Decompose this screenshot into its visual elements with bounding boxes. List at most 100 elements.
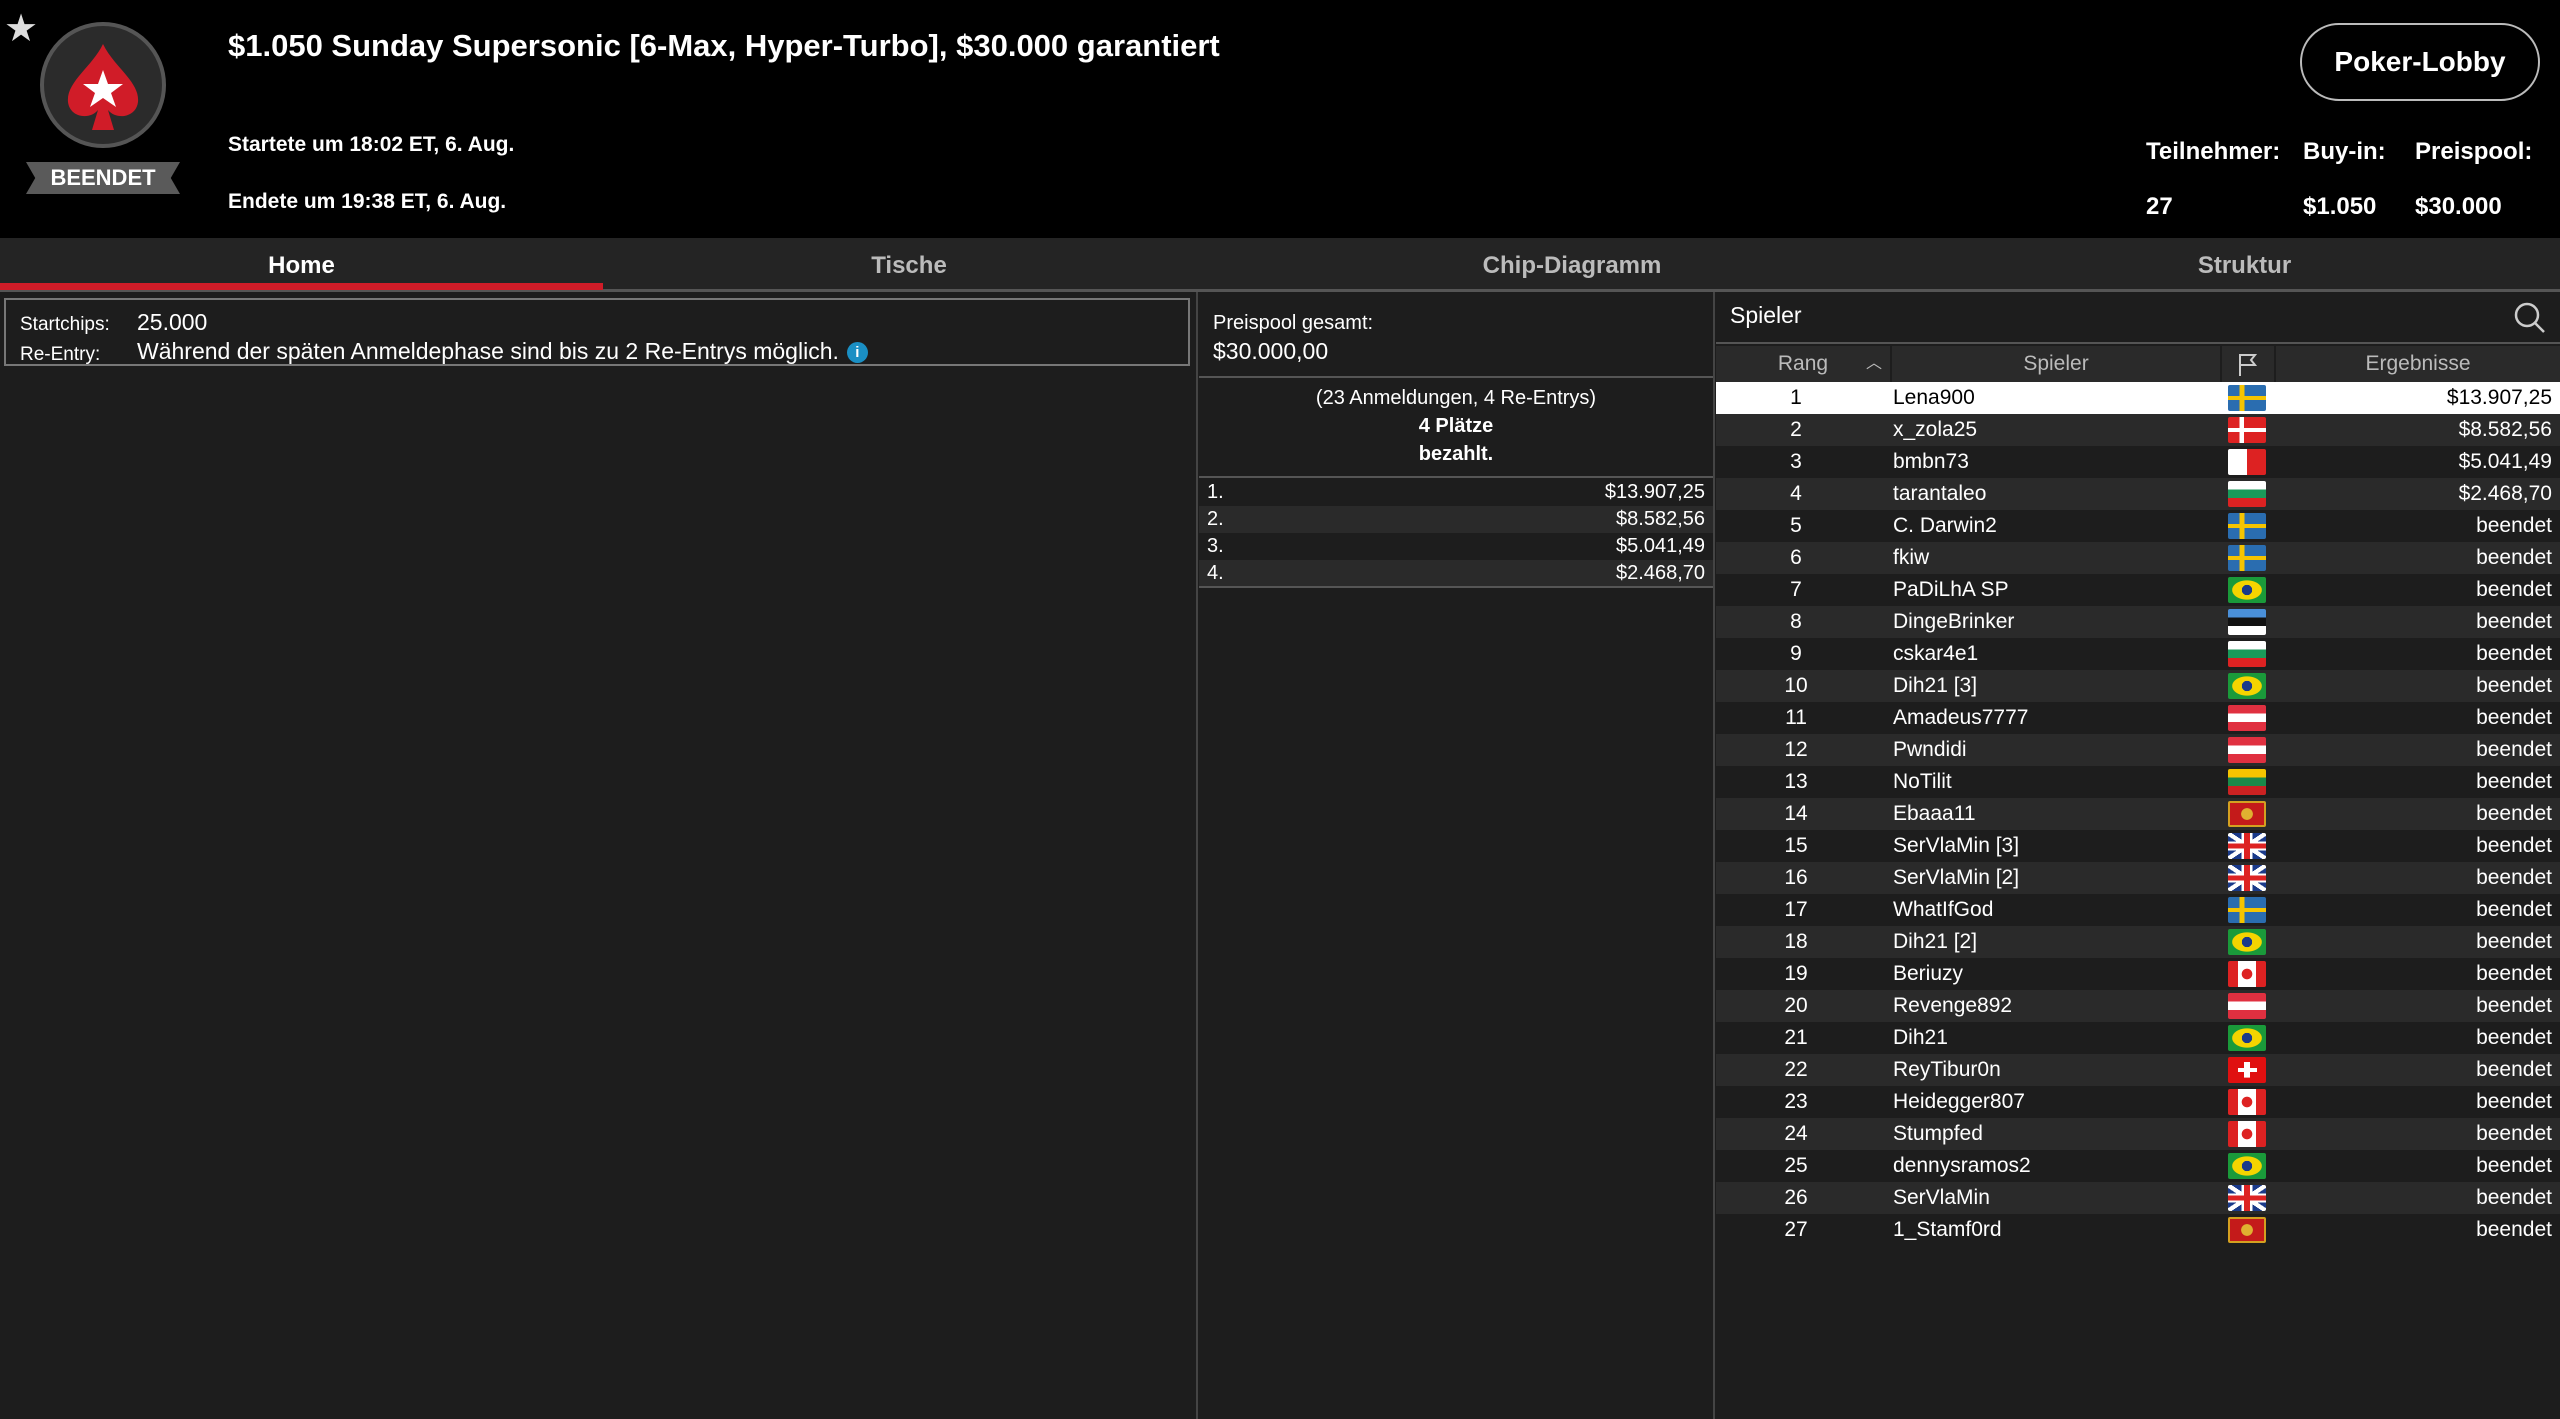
prize-panel: Preispool gesamt: $30.000,00 (23 Anmeldu…	[1199, 292, 1715, 1419]
player-result: $5.041,49	[2458, 450, 2552, 473]
prize-row: 4. $2.468,70	[1199, 560, 1713, 587]
prize-place: 4.	[1207, 562, 1224, 584]
search-icon[interactable]	[2512, 300, 2548, 336]
player-row[interactable]: 25 dennysramos2 beendet	[1716, 1150, 2560, 1182]
player-rank: 11	[1785, 706, 1807, 729]
player-row[interactable]: 3 bmbn73 $5.041,49	[1716, 446, 2560, 478]
player-result: beendet	[2476, 706, 2552, 729]
player-row[interactable]: 2 x_zola25 $8.582,56	[1716, 414, 2560, 446]
tab-chip-diagramm[interactable]: Chip-Diagramm	[1482, 252, 1662, 279]
player-name: Ebaaa11	[1893, 802, 1976, 825]
player-row[interactable]: 21 Dih21 beendet	[1716, 1022, 2560, 1054]
prize-row: 1. $13.907,25	[1199, 479, 1713, 506]
tab-tische[interactable]: Tische	[871, 252, 947, 279]
country-flag-br-icon	[2228, 929, 2266, 955]
player-row[interactable]: 16 SerVlaMin [2] beendet	[1716, 862, 2560, 894]
player-result: beendet	[2476, 1122, 2552, 1145]
player-row[interactable]: 1 Lena900 $13.907,25	[1716, 382, 2560, 414]
players-header: Spieler	[1716, 292, 2560, 344]
player-result: beendet	[2476, 1058, 2552, 1081]
player-row[interactable]: 17 WhatIfGod beendet	[1716, 894, 2560, 926]
player-row[interactable]: 5 C. Darwin2 beendet	[1716, 510, 2560, 542]
country-flag-ee-icon	[2228, 609, 2266, 635]
player-row[interactable]: 12 Pwndidi beendet	[1716, 734, 2560, 766]
player-row[interactable]: 11 Amadeus7777 beendet	[1716, 702, 2560, 734]
player-row[interactable]: 23 Heidegger807 beendet	[1716, 1086, 2560, 1118]
favorite-star-icon[interactable]: ★	[4, 8, 39, 50]
player-row[interactable]: 22 ReyTibur0n beendet	[1716, 1054, 2560, 1086]
player-rank: 20	[1784, 994, 1808, 1017]
player-row[interactable]: 20 Revenge892 beendet	[1716, 990, 2560, 1022]
column-rank[interactable]: Rang ︿	[1716, 346, 1892, 382]
prize-row: 3. $5.041,49	[1199, 533, 1713, 560]
prize-amount: $2.468,70	[1616, 562, 1705, 584]
prize-amount: $5.041,49	[1616, 535, 1705, 557]
divider	[1199, 476, 1713, 478]
divider	[1199, 586, 1713, 588]
player-name: Dih21	[1893, 1026, 1948, 1049]
prizepool-value: $30.000	[2415, 193, 2502, 220]
player-rank: 1	[1790, 386, 1802, 409]
player-result: beendet	[2476, 514, 2552, 537]
entries-count: (23 Anmeldungen, 4 Re-Entrys)	[1315, 387, 1597, 409]
pokerstars-logo	[40, 22, 166, 148]
player-rank: 13	[1784, 770, 1808, 793]
players-panel: Spieler Rang ︿ Spieler Ergebnisse 1 Lena90…	[1716, 292, 2560, 1419]
player-rank: 6	[1790, 546, 1802, 569]
tab-struktur[interactable]: Struktur	[2197, 252, 2292, 279]
country-flag-se-icon	[2228, 897, 2266, 923]
tab-home[interactable]: Home	[0, 238, 603, 290]
player-name: Beriuzy	[1893, 962, 1964, 985]
player-rank: 27	[1784, 1218, 1808, 1241]
player-result: beendet	[2476, 642, 2552, 665]
player-row[interactable]: 18 Dih21 [2] beendet	[1716, 926, 2560, 958]
player-row[interactable]: 8 DingeBrinker beendet	[1716, 606, 2560, 638]
tab-bar: Home Tische Chip-Diagramm Struktur	[0, 238, 2560, 292]
country-flag-bg-icon	[2228, 641, 2266, 667]
player-name: ReyTibur0n	[1893, 1058, 2001, 1081]
prize-amount: $13.907,25	[1604, 481, 1705, 503]
player-name: SerVlaMin [2]	[1893, 866, 2020, 889]
player-result: beendet	[2476, 610, 2552, 633]
player-result: beendet	[2476, 674, 2552, 697]
player-result: beendet	[2476, 994, 2552, 1017]
player-row[interactable]: 19 Beriuzy beendet	[1716, 958, 2560, 990]
country-flag-br-icon	[2228, 577, 2266, 603]
column-player[interactable]: Spieler	[1892, 346, 2222, 382]
entries-summary: (23 Anmeldungen, 4 Re-Entrys) 4 Plätze b…	[1199, 384, 1713, 468]
column-results[interactable]: Ergebnisse	[2365, 352, 2471, 375]
info-icon[interactable]: i	[846, 342, 868, 364]
player-result: beendet	[2476, 962, 2552, 985]
country-flag-bg-icon	[2228, 481, 2266, 507]
player-result: beendet	[2476, 1218, 2552, 1241]
player-row[interactable]: 7 PaDiLhA SP beendet	[1716, 574, 2560, 606]
player-name: Dih21 [3]	[1893, 674, 1978, 697]
tournament-header: ★ BEENDET $1.050 Sunday Supersonic [6-Ma…	[0, 0, 2560, 238]
player-rank: 16	[1784, 866, 1808, 889]
player-rank: 14	[1784, 802, 1808, 825]
players-table-header: Rang ︿ Spieler Ergebnisse	[1716, 346, 2560, 382]
player-name: PaDiLhA SP	[1893, 578, 2009, 601]
player-result: beendet	[2476, 578, 2552, 601]
player-row[interactable]: 9 cskar4e1 beendet	[1716, 638, 2560, 670]
player-row[interactable]: 4 tarantaleo $2.468,70	[1716, 478, 2560, 510]
player-row[interactable]: 13 NoTilit beendet	[1716, 766, 2560, 798]
player-row[interactable]: 24 Stumpfed beendet	[1716, 1118, 2560, 1150]
player-row[interactable]: 27 1_Stamf0rd beendet	[1716, 1214, 2560, 1246]
player-name: WhatIfGod	[1893, 898, 1994, 921]
player-row[interactable]: 26 SerVlaMin beendet	[1716, 1182, 2560, 1214]
participants-label: Teilnehmer:	[2146, 138, 2281, 165]
player-row[interactable]: 10 Dih21 [3] beendet	[1716, 670, 2560, 702]
player-row[interactable]: 15 SerVlaMin [3] beendet	[1716, 830, 2560, 862]
player-result: beendet	[2476, 1090, 2552, 1113]
player-rank: 5	[1790, 514, 1802, 537]
player-result: beendet	[2476, 1026, 2552, 1049]
player-result: beendet	[2476, 738, 2552, 761]
player-result: beendet	[2476, 866, 2552, 889]
poker-lobby-button[interactable]: Poker-Lobby	[2300, 23, 2540, 101]
player-row[interactable]: 6 fkiw beendet	[1716, 542, 2560, 574]
player-row[interactable]: 14 Ebaaa11 beendet	[1716, 798, 2560, 830]
column-country[interactable]	[2222, 346, 2276, 382]
player-name: DingeBrinker	[1893, 610, 2015, 633]
tournament-title: $1.050 Sunday Supersonic [6-Max, Hyper-T…	[228, 28, 1220, 63]
